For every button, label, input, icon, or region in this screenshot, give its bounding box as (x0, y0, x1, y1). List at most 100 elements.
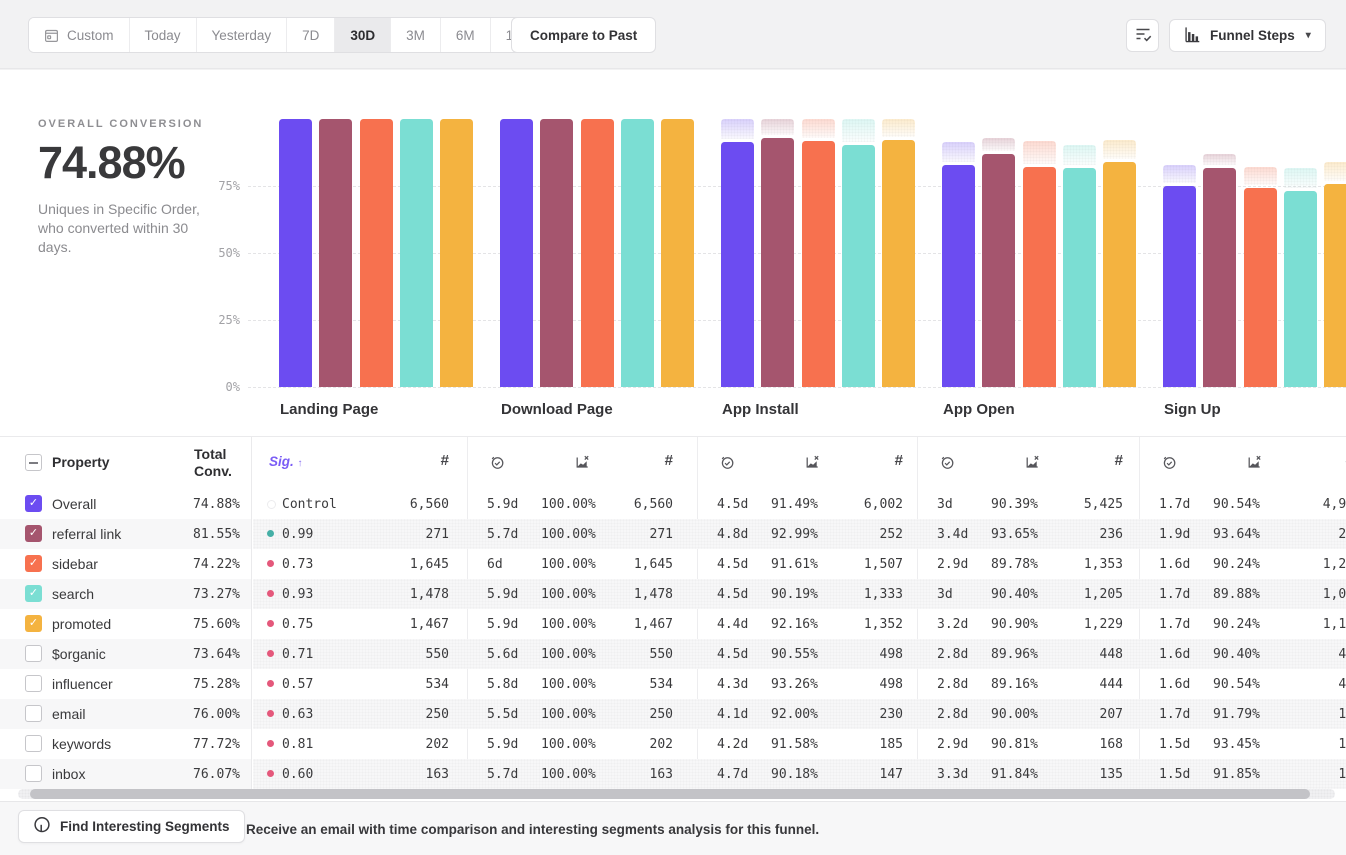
unchecked-checkbox[interactable] (25, 735, 42, 752)
sig-column-header[interactable]: Sig. ↑ (269, 454, 303, 469)
count-column-header[interactable]: # (664, 452, 673, 469)
bar-search-step4[interactable] (1062, 168, 1096, 387)
time-to-convert-icon[interactable] (1161, 454, 1177, 473)
time-to-convert-icon[interactable] (719, 454, 735, 473)
time-to-convert-value: 5.9d (487, 617, 519, 632)
calendar-icon (44, 28, 59, 43)
column-group-divider (1139, 437, 1140, 789)
bar-overall-step3[interactable] (721, 141, 754, 387)
table-row-influencer[interactable]: influencer 75.28% (0, 669, 251, 699)
horizontal-scrollbar-track[interactable] (18, 789, 1335, 799)
conversion-rate-icon[interactable] (1024, 454, 1041, 473)
bar-search-step5[interactable] (1283, 190, 1317, 387)
table-row-referral-link[interactable]: ✓ referral link 81.55% (0, 519, 251, 549)
bar-search-step1[interactable] (399, 119, 433, 387)
checked-checkbox[interactable]: ✓ (25, 585, 42, 602)
y-axis-tick-label: 25% (218, 313, 240, 327)
date-range-3m[interactable]: 3M (391, 18, 441, 52)
bar-promoted-step2[interactable] (661, 119, 695, 387)
unchecked-checkbox[interactable] (25, 765, 42, 782)
view-selector-button[interactable]: Funnel Steps ▾ (1169, 19, 1326, 52)
table-header-fixed: Property Total Conv. (0, 437, 251, 489)
time-to-convert-value: 4.8d (717, 527, 749, 542)
property-name: influencer (52, 676, 113, 692)
count-column-header[interactable]: # (1294, 452, 1346, 469)
time-to-convert-icon[interactable] (489, 454, 505, 473)
unchecked-checkbox[interactable] (25, 705, 42, 722)
total-conv-column-header[interactable]: Total Conv. (194, 446, 232, 479)
dropoff-ghost (1103, 140, 1137, 160)
bar-overall-step5[interactable] (1163, 186, 1196, 387)
table-row-values: 0.63 250 5.5d 100.00% 250 4.1d 92.00% 230 2.8d 90… (253, 699, 1346, 729)
bar-overall-step4[interactable] (942, 165, 975, 387)
unchecked-checkbox[interactable] (25, 675, 42, 692)
table-row-organic[interactable]: $organic 73.64% (0, 639, 251, 669)
step-count: 271 (649, 527, 673, 542)
bar-referral-link-step1[interactable] (319, 119, 353, 387)
filter-options-button[interactable] (1126, 19, 1159, 52)
bar-sidebar-step3[interactable] (801, 141, 835, 387)
bar-promoted-step3[interactable] (882, 140, 916, 387)
significance-dot-icon (267, 740, 274, 747)
table-row-Overall[interactable]: ✓ Overall 74.88% (0, 489, 251, 519)
date-range-today[interactable]: Today (129, 18, 197, 52)
table-row-keywords[interactable]: keywords 77.72% (0, 729, 251, 759)
significance-dot-icon (267, 590, 274, 597)
unchecked-checkbox[interactable] (25, 645, 42, 662)
find-interesting-segments-button[interactable]: Find Interesting Segments (18, 810, 245, 843)
property-column-header[interactable]: Property (52, 454, 110, 470)
date-range-custom[interactable]: Custom (29, 18, 130, 52)
date-range-6m[interactable]: 6M (440, 18, 491, 52)
checked-checkbox[interactable]: ✓ (25, 495, 42, 512)
count-column-header[interactable]: # (894, 452, 903, 469)
bar-promoted-step4[interactable] (1103, 162, 1137, 387)
count-column-header[interactable]: # (440, 452, 449, 469)
conversion-rate-icon[interactable] (804, 454, 821, 473)
table-row-promoted[interactable]: ✓ promoted 75.60% (0, 609, 251, 639)
conversion-rate-icon[interactable] (574, 454, 591, 473)
step-count: 1,229 (1083, 617, 1123, 632)
bar-search-step3[interactable] (841, 145, 875, 387)
step-count: 6,002 (863, 497, 903, 512)
time-to-convert-value: 5.7d (487, 767, 519, 782)
time-to-convert-value: 1.7d (1159, 617, 1191, 632)
bar-overall-step2[interactable] (500, 119, 533, 387)
dropoff-ghost (1203, 153, 1237, 166)
bar-sidebar-step4[interactable] (1022, 166, 1056, 387)
count-column-header[interactable]: # (1114, 452, 1123, 469)
bar-sidebar-step1[interactable] (359, 119, 393, 387)
bar-referral-link-step4[interactable] (982, 153, 1016, 387)
conversion-rate-value: 90.81% (991, 737, 1038, 752)
bar-search-step2[interactable] (620, 119, 654, 387)
horizontal-scrollbar-thumb[interactable] (30, 789, 1310, 799)
time-to-convert-icon[interactable] (939, 454, 955, 473)
bar-referral-link-step3[interactable] (761, 137, 795, 387)
bar-overall-step1[interactable] (279, 119, 312, 387)
table-row-sidebar[interactable]: ✓ sidebar 74.22% (0, 549, 251, 579)
conversion-rate-value: 91.61% (771, 557, 818, 572)
checked-checkbox[interactable]: ✓ (25, 555, 42, 572)
conversion-rate-icon[interactable] (1246, 454, 1263, 473)
chevron-down-icon: ▾ (1305, 30, 1311, 41)
date-range-yesterday[interactable]: Yesterday (196, 18, 288, 52)
significance-value: 0.60 (282, 767, 314, 782)
table-row-email[interactable]: email 76.00% (0, 699, 251, 729)
date-range-30d[interactable]: 30D (335, 18, 392, 52)
bar-promoted-step1[interactable] (440, 119, 474, 387)
checked-checkbox[interactable]: ✓ (25, 615, 42, 632)
checked-checkbox[interactable]: ✓ (25, 525, 42, 542)
table-row-inbox[interactable]: inbox 76.07% (0, 759, 251, 789)
bar-sidebar-step5[interactable] (1243, 188, 1277, 387)
check-icon: ✓ (28, 497, 39, 509)
bar-promoted-step5[interactable] (1324, 184, 1346, 387)
time-to-convert-value: 4.3d (717, 677, 749, 692)
bar-sidebar-step2[interactable] (580, 119, 614, 387)
table-row-search[interactable]: ✓ search 73.27% (0, 579, 251, 609)
date-range-7d[interactable]: 7D (287, 18, 336, 52)
summary-value: 74.88% (38, 137, 186, 188)
select-all-checkbox[interactable] (25, 454, 42, 471)
bar-referral-link-step2[interactable] (540, 119, 574, 387)
compare-to-past-button[interactable]: Compare to Past (511, 17, 657, 53)
bar-referral-link-step5[interactable] (1203, 168, 1237, 387)
dropoff-ghost (882, 119, 916, 137)
